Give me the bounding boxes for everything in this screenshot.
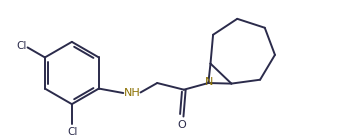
Text: Cl: Cl [67, 127, 78, 137]
Text: NH: NH [124, 88, 141, 98]
Text: Cl: Cl [16, 41, 27, 51]
Text: N: N [205, 77, 213, 88]
Text: O: O [177, 120, 186, 130]
